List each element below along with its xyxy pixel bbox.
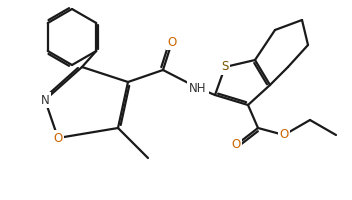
- Text: N: N: [40, 94, 49, 106]
- Text: O: O: [279, 129, 289, 142]
- Text: O: O: [231, 138, 241, 152]
- Text: O: O: [167, 36, 177, 48]
- Text: N: N: [40, 94, 49, 106]
- Text: S: S: [221, 60, 229, 73]
- Text: O: O: [54, 132, 63, 144]
- Text: O: O: [167, 36, 177, 48]
- Text: NH: NH: [189, 82, 207, 95]
- Text: O: O: [54, 132, 63, 144]
- Text: O: O: [231, 138, 241, 152]
- Text: O: O: [279, 129, 289, 142]
- Text: S: S: [221, 60, 229, 73]
- Text: NH: NH: [189, 82, 207, 95]
